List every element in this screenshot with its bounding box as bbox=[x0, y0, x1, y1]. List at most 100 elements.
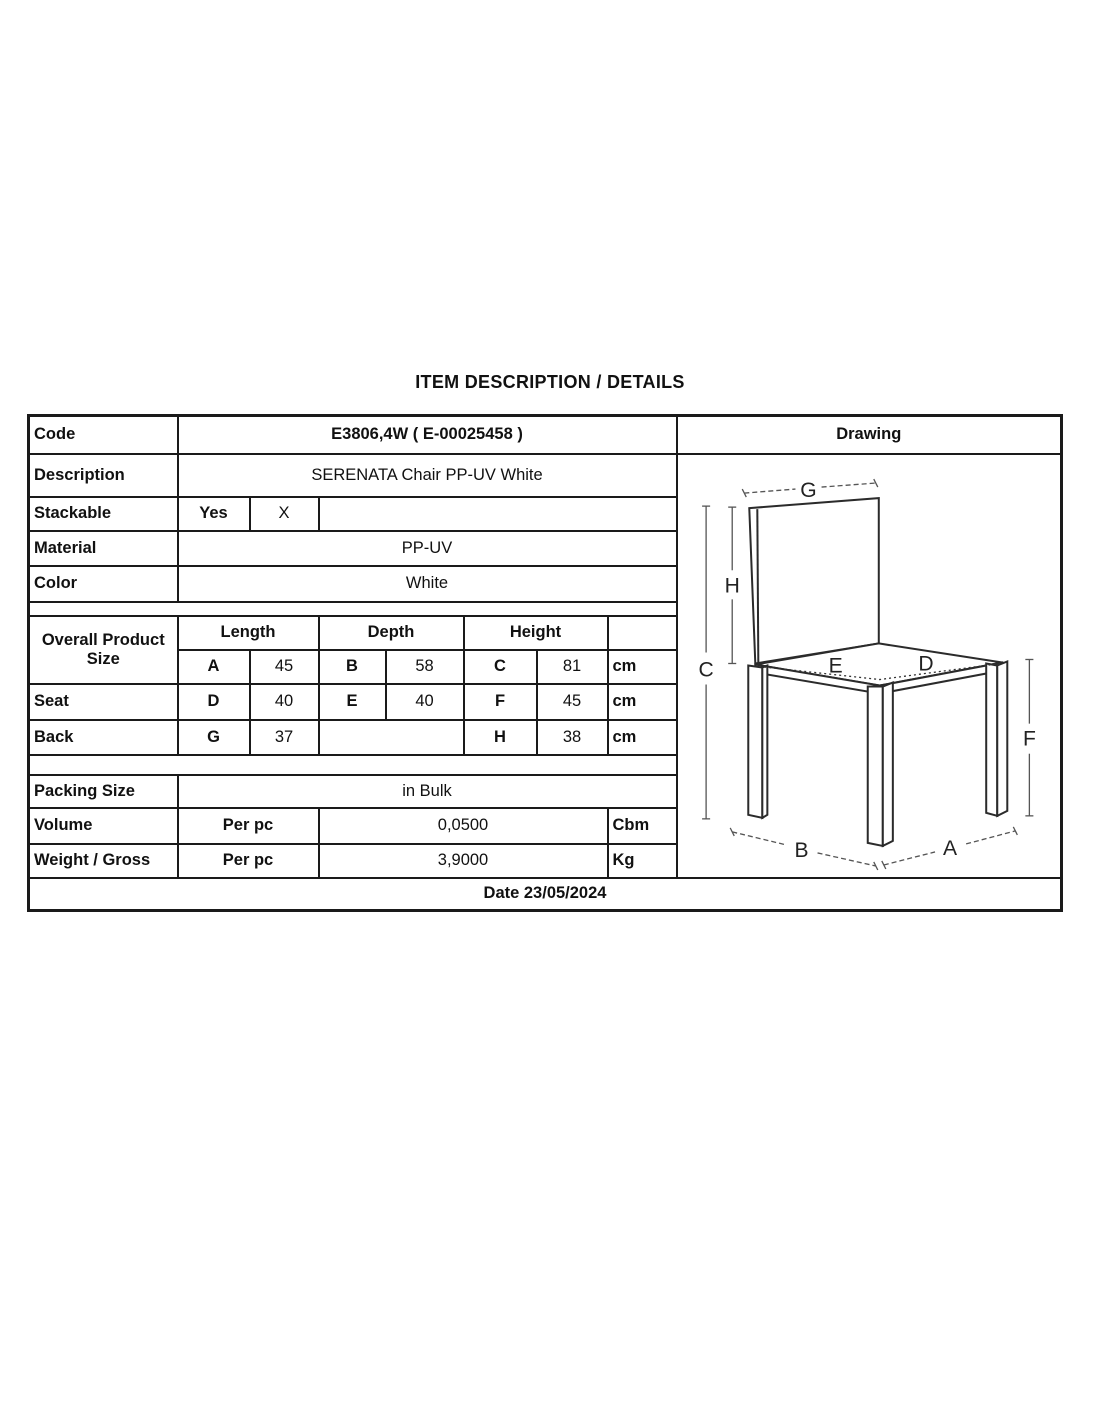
chair-backrest-edge bbox=[755, 508, 759, 662]
chair-seat-hidden-edge bbox=[758, 662, 1000, 680]
seat-e-value: 40 bbox=[384, 682, 465, 721]
dim-label-d: D bbox=[918, 652, 933, 675]
back-g-key: G bbox=[176, 718, 251, 756]
packing-row: Packing Size in Bulk bbox=[27, 773, 1062, 809]
code-value: E3806,4W ( E-00025458 ) bbox=[176, 414, 678, 455]
weight-row: Weight / Gross Per pc 3,9000 Kg bbox=[27, 842, 1062, 879]
stackable-yes: Yes bbox=[176, 495, 251, 532]
stackable-label: Stackable bbox=[27, 495, 179, 532]
chair-leg-right bbox=[984, 661, 998, 817]
code-row: Code E3806,4W ( E-00025458 ) Drawing bbox=[27, 414, 1063, 455]
chair-leg-left-side bbox=[760, 663, 768, 820]
page-title: ITEM DESCRIPTION / DETAILS bbox=[415, 372, 685, 392]
volume-per-pc: Per pc bbox=[176, 806, 320, 845]
material-value: PP-UV bbox=[176, 529, 678, 567]
chair-leg-front-side bbox=[881, 680, 894, 848]
overall-unit: cm bbox=[606, 648, 678, 685]
overall-a-key: A bbox=[176, 648, 251, 685]
dim-tick bbox=[1012, 826, 1018, 835]
seat-f-value: 45 bbox=[535, 682, 609, 721]
seat-row: Seat D 40 E 40 F 45 cm bbox=[27, 682, 1062, 721]
drawing-panel: G H C E D F B A bbox=[675, 452, 1063, 879]
dim-label-h: H bbox=[724, 574, 739, 597]
dim-tick bbox=[741, 488, 747, 497]
size-col-height: Height bbox=[462, 614, 609, 651]
color-label: Color bbox=[27, 564, 179, 603]
size-col-length: Length bbox=[176, 614, 320, 651]
description-value: SERENATA Chair PP-UV White bbox=[176, 452, 678, 498]
packing-value: in Bulk bbox=[176, 773, 678, 809]
back-g-value: 37 bbox=[248, 718, 320, 756]
back-row: Back G 37 H 38 cm bbox=[27, 718, 1062, 756]
dim-label-c: C bbox=[698, 658, 713, 681]
overall-c-key: C bbox=[462, 648, 538, 685]
dim-label-b: B bbox=[794, 838, 808, 861]
seat-label: Seat bbox=[27, 682, 179, 721]
back-empty-cell bbox=[317, 718, 465, 756]
dim-label-g: G bbox=[800, 479, 816, 502]
chair-leg-right-side bbox=[995, 659, 1008, 817]
dim-line-b-right bbox=[816, 851, 876, 867]
packing-label: Packing Size bbox=[27, 773, 179, 809]
size-col-depth: Depth bbox=[317, 614, 465, 651]
dim-line-a-right bbox=[965, 829, 1015, 845]
overall-a-value: 45 bbox=[248, 648, 320, 685]
weight-unit: Kg bbox=[606, 842, 678, 879]
stackable-mark: X bbox=[248, 495, 320, 532]
overall-c-value: 81 bbox=[535, 648, 609, 685]
dim-tick bbox=[729, 827, 735, 836]
dim-tick bbox=[872, 478, 878, 487]
chair-backrest bbox=[747, 496, 880, 665]
size-header-empty-cell bbox=[606, 614, 678, 651]
seat-d-key: D bbox=[176, 682, 251, 721]
seat-unit: cm bbox=[606, 682, 678, 721]
spacer-row bbox=[27, 600, 1062, 617]
spacer-cell bbox=[27, 600, 678, 617]
date-row: Date 23/05/2024 bbox=[27, 876, 1063, 912]
size-overall-row: A 45 B 58 C 81 cm bbox=[29, 648, 1062, 685]
material-label: Material bbox=[27, 529, 179, 567]
seat-d-value: 40 bbox=[248, 682, 320, 721]
weight-value: 3,9000 bbox=[317, 842, 609, 879]
back-h-key: H bbox=[462, 718, 538, 756]
size-label: Overall Product Size bbox=[27, 614, 179, 685]
back-unit: cm bbox=[606, 718, 678, 756]
dim-tick bbox=[880, 860, 886, 869]
back-h-value: 38 bbox=[535, 718, 609, 756]
volume-unit: Cbm bbox=[606, 806, 678, 845]
spacer-row bbox=[27, 753, 1062, 776]
drawing-header: Drawing bbox=[675, 414, 1063, 455]
dim-line-b-left bbox=[731, 830, 787, 846]
dim-tick bbox=[872, 861, 878, 870]
date-value: Date 23/05/2024 bbox=[27, 876, 1063, 912]
stackable-row: Stackable Yes X bbox=[27, 495, 1062, 532]
dim-line-g-right bbox=[821, 481, 876, 488]
volume-label: Volume bbox=[27, 806, 179, 845]
chair-leg-front bbox=[866, 685, 884, 847]
dim-line-a-left bbox=[883, 850, 935, 866]
dim-label-e: E bbox=[828, 654, 842, 677]
stackable-empty-cell bbox=[317, 495, 678, 532]
description-label: Description bbox=[27, 452, 179, 498]
volume-value: 0,0500 bbox=[317, 806, 609, 845]
color-value: White bbox=[176, 564, 678, 603]
dim-label-f: F bbox=[1022, 727, 1035, 750]
description-row: Description SERENATA Chair PP-UV White bbox=[27, 452, 1063, 879]
spacer-cell bbox=[27, 753, 678, 776]
color-row: Color White bbox=[27, 564, 1062, 603]
weight-per-pc: Per pc bbox=[176, 842, 320, 879]
size-header-row: Overall Product Size Length Depth Height bbox=[27, 614, 1062, 685]
seat-e-key: E bbox=[317, 682, 387, 721]
overall-b-value: 58 bbox=[384, 648, 465, 685]
code-label: Code bbox=[27, 414, 179, 455]
overall-b-key: B bbox=[317, 648, 387, 685]
spec-table: Code E3806,4W ( E-00025458 ) Drawing Des… bbox=[27, 414, 1063, 912]
dim-label-a: A bbox=[943, 836, 957, 859]
chair-drawing: G H C E D F B A bbox=[698, 478, 1035, 870]
material-row: Material PP-UV bbox=[27, 529, 1062, 567]
chair-leg-left bbox=[746, 663, 763, 819]
weight-label: Weight / Gross bbox=[27, 842, 179, 879]
back-label: Back bbox=[27, 718, 179, 756]
volume-row: Volume Per pc 0,0500 Cbm bbox=[27, 806, 1062, 845]
seat-f-key: F bbox=[462, 682, 538, 721]
